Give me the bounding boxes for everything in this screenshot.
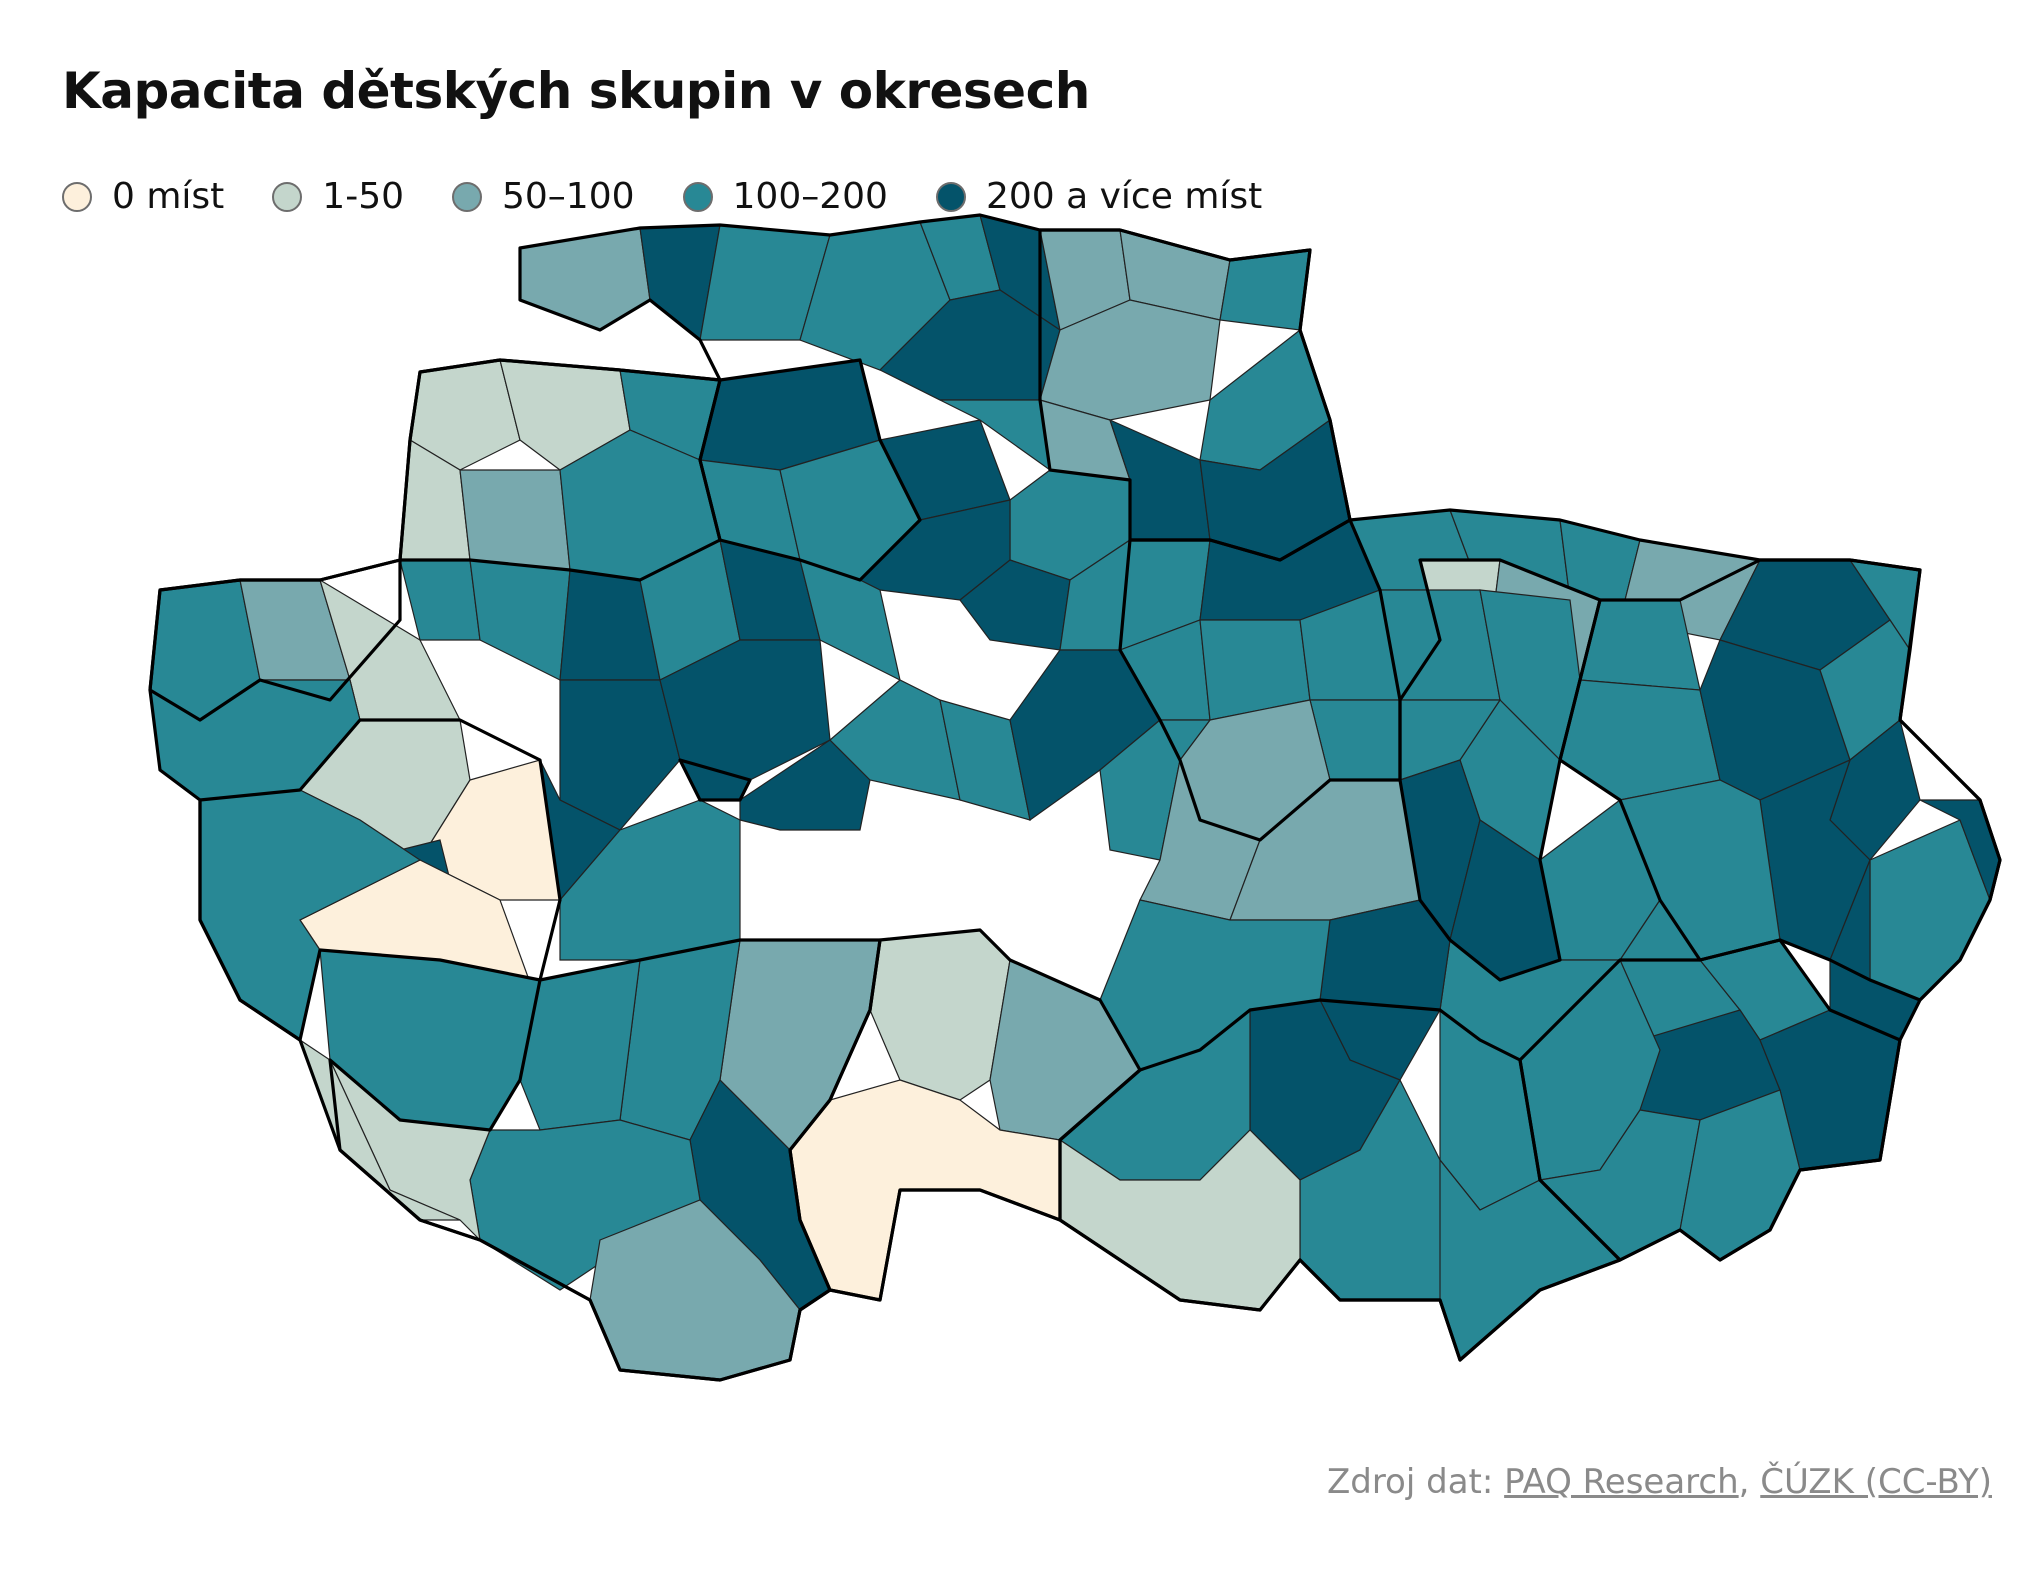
region-boundary-liberecky	[698, 358, 922, 582]
source-prefix: Zdroj dat:	[1326, 1462, 1505, 1502]
regions-layer	[148, 213, 2002, 1382]
region-boundary-praha	[678, 758, 752, 802]
district-59	[559, 799, 741, 961]
legend: 0 míst 1-50 50–100 100–200 200 a více mí…	[62, 176, 1310, 217]
districts-layer	[149, 214, 2001, 1381]
district-16	[459, 469, 571, 571]
source-link-paq[interactable]: PAQ Research	[1504, 1462, 1739, 1502]
source-link-cuzk[interactable]: ČÚZK (CC-BY)	[1760, 1462, 1992, 1502]
district-69	[1559, 679, 1721, 801]
legend-swatch-3	[682, 181, 713, 212]
legend-swatch-2	[452, 181, 482, 212]
district-28	[959, 559, 1071, 651]
legend-label-1: 1-50	[322, 176, 404, 217]
legend-label-0: 0 míst	[112, 176, 225, 217]
legend-label-2: 50–100	[502, 176, 635, 217]
legend-swatch-0	[62, 181, 92, 212]
source-note: Zdroj dat: PAQ Research, ČÚZK (CC-BY)	[1327, 1462, 1992, 1502]
region-boundary-country-outline	[148, 213, 2002, 1382]
map-title: Kapacita dětských skupin v okresech	[62, 62, 1090, 120]
source-separator: ,	[1738, 1462, 1761, 1502]
district-9	[1219, 249, 1311, 331]
district-55	[559, 679, 681, 831]
legend-item-4: 200 a více míst	[935, 176, 1263, 217]
legend-item-1: 1-50	[272, 176, 404, 217]
legend-label-3: 100–200	[732, 176, 888, 217]
legend-swatch-4	[935, 181, 966, 212]
legend-swatch-1	[272, 181, 303, 212]
legend-label-4: 200 a více míst	[985, 176, 1263, 217]
district-43	[399, 559, 481, 641]
legend-item-0: 0 míst	[62, 176, 224, 217]
district-104	[869, 929, 1011, 1101]
district-44	[469, 559, 571, 681]
legend-item-3: 100–200	[682, 176, 888, 217]
legend-item-2: 50–100	[452, 176, 635, 217]
